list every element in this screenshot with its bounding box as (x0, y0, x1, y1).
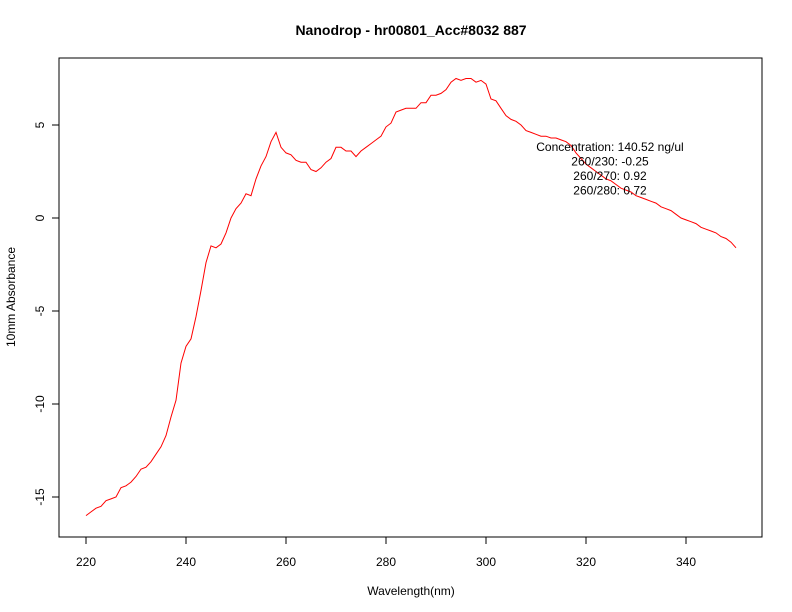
series-line-0 (85, 77, 737, 517)
x-tick-label: 220 (76, 555, 96, 569)
y-axis: -15 -10 -5 0 5 (33, 121, 60, 506)
series-layer (85, 77, 737, 517)
x-axis-label: Wavelength(nm) (367, 584, 455, 598)
x-axis: 220 240 260 280 300 320 340 (76, 536, 696, 569)
chart-title: Nanodrop - hr00801_Acc#8032 887 (295, 22, 526, 38)
y-tick-label: -5 (33, 305, 47, 316)
plot-frame (58, 57, 763, 538)
x-tick-label: 260 (276, 555, 296, 569)
annotation-line: 260/230: -0.25 (571, 155, 649, 169)
y-tick-label: 5 (33, 121, 47, 128)
y-tick-label: 0 (33, 214, 47, 221)
y-tick-label: -10 (33, 395, 47, 413)
annotation-line: 260/270: 0.92 (573, 169, 647, 183)
y-axis-label: 10mm Absorbance (4, 247, 18, 347)
x-tick-label: 240 (176, 555, 196, 569)
annotation-line: Concentration: 140.52 ng/ul (536, 140, 683, 154)
x-tick-label: 300 (476, 555, 496, 569)
x-tick-label: 340 (676, 555, 696, 569)
y-tick-label: -15 (33, 488, 47, 506)
x-tick-label: 320 (576, 555, 596, 569)
annotation-line: 260/280: 0.72 (573, 184, 647, 198)
x-tick-label: 280 (376, 555, 396, 569)
